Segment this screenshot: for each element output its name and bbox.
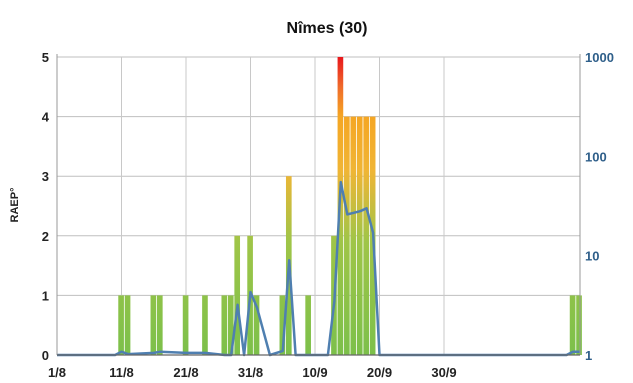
y-tick-label: 5 [42,50,49,65]
bar [150,295,157,355]
bar [576,295,582,355]
line-path [57,180,580,357]
chart-title: Nîmes (30) [287,20,368,37]
y2-tick-label: 1000 [585,50,614,65]
axes: 0 1 2 3 4 5 1 10 100 1000 1/8 11/8 21/8 31/8 10/9 20/9 3… [42,50,614,380]
bars [118,57,582,355]
bar [569,295,576,355]
x-tick-label: 30/9 [431,365,456,380]
y-axis-label: RAEP° [9,188,21,223]
bar [305,295,311,355]
y-tick-label: 0 [42,348,49,363]
bar [234,235,241,355]
bar [279,295,286,355]
y-tick-label: 2 [42,229,49,244]
bar [118,295,124,355]
x-tick-label: 10/9 [302,365,327,380]
y2-tick-label: 10 [585,249,599,264]
x-tick-label: 11/8 [109,365,134,380]
bar [221,295,228,355]
bar [227,295,234,355]
bar [363,116,370,355]
bar [156,295,163,355]
y2-tick-label: 1 [585,348,592,363]
bar [253,295,260,355]
bar [124,295,131,355]
x-tick-label: 31/8 [238,365,263,380]
grid [56,56,580,355]
bar [350,116,357,355]
x-tick-label: 20/9 [367,365,392,380]
y-tick-label: 4 [42,110,50,125]
bar [182,295,189,355]
line-series [57,180,580,357]
y2-tick-label: 100 [585,149,607,164]
y-tick-label: 3 [42,169,49,184]
x-tick-label: 21/8 [173,365,198,380]
x-tick-label: 1/8 [48,365,66,380]
y-tick-label: 1 [42,288,49,303]
bar [356,116,363,355]
bar [202,295,208,355]
bar [344,116,350,355]
